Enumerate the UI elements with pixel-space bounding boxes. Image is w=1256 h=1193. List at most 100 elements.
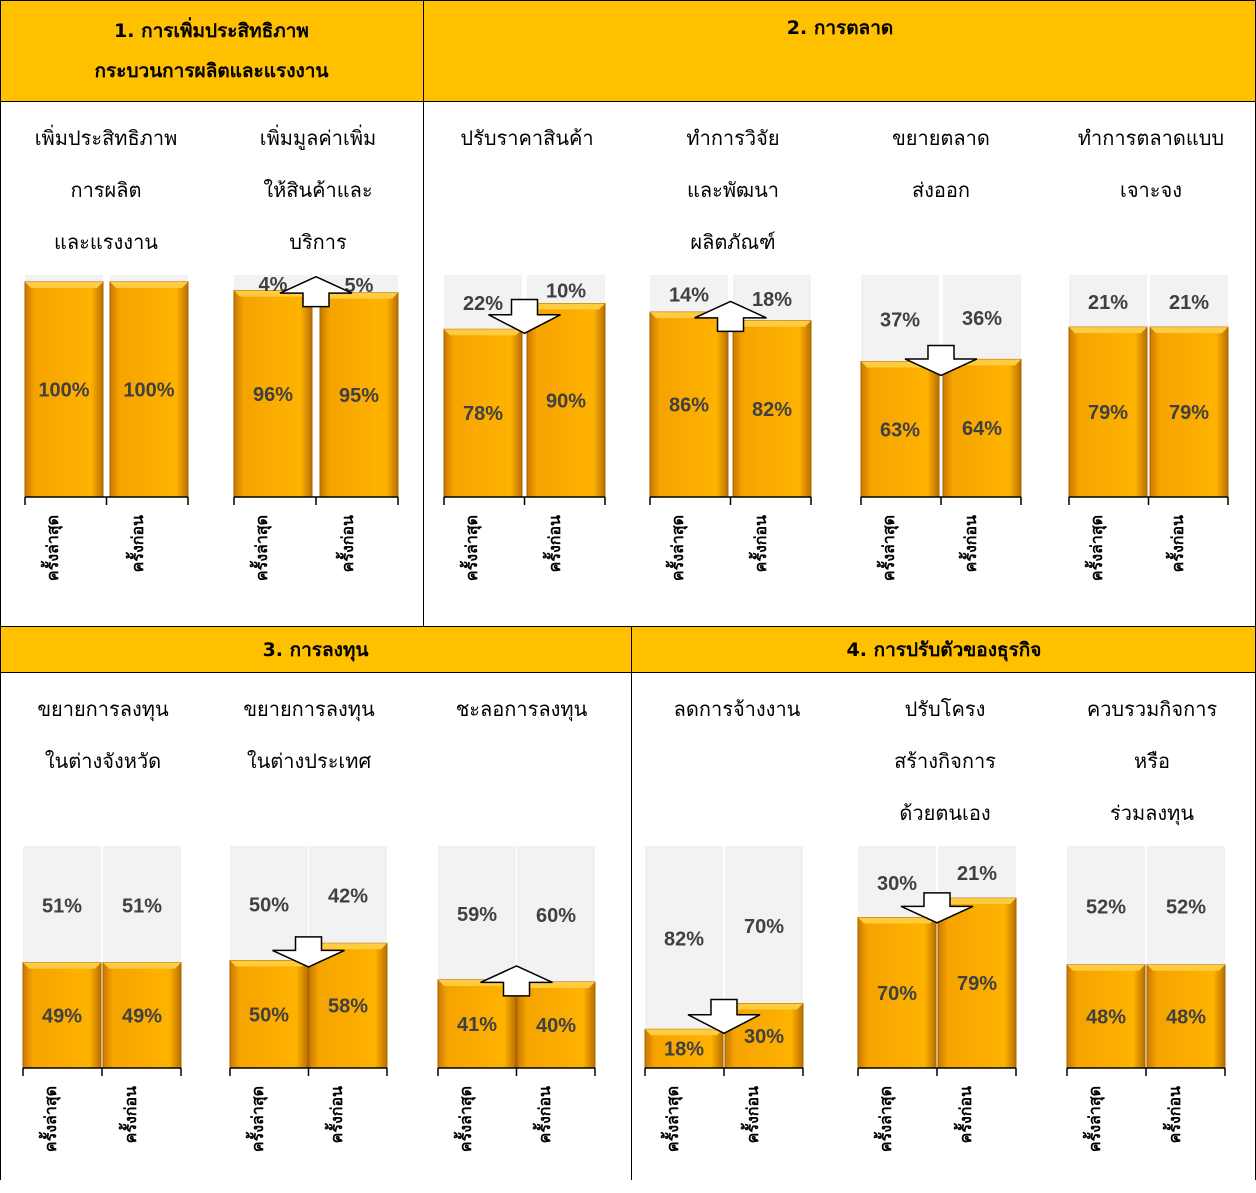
value-label: 30% [744, 1026, 784, 1048]
x-tick-label: ครั้งล่าสุด [459, 515, 482, 581]
section-title-4: 4. การปรับตัวของธุรกิจ [846, 638, 1042, 661]
chart-cell: ทำการตลาดแบบ เจาะจง 79% 21% ครั้งล่าสุด 79% 2… [1046, 102, 1256, 622]
bar [1066, 964, 1146, 1069]
x-tick-label: ครั้งก่อน [1165, 515, 1187, 572]
section-title-3: 3. การลงทุน [262, 638, 369, 661]
bar-highlight [1150, 327, 1228, 334]
bar [443, 328, 523, 498]
grid-line [631, 627, 632, 1180]
bar-highlight [1067, 964, 1145, 971]
value-label: 18% [664, 1039, 704, 1061]
grid-line [423, 0, 424, 627]
chart-cell: ลดการจ้างงาน 18% 82% ครั้งล่าสุด 30% 70% ครั้ง… [632, 673, 842, 1193]
remainder-label: 51% [42, 895, 82, 917]
value-label: 41% [457, 1014, 497, 1036]
value-label: 78% [463, 403, 503, 425]
bar-highlight [230, 960, 308, 967]
arrow-up-icon [694, 300, 767, 333]
remainder-label: 18% [752, 289, 792, 311]
chart-cell: ขยายตลาด ส่งออก 63% 37% ครั้งล่าสุด 64% 36% คร… [836, 102, 1046, 622]
grid-line [0, 626, 1256, 627]
x-tick-label: ครั้งก่อน [542, 515, 564, 572]
section-header-4: 4. การปรับตัวของธุรกิจ [632, 627, 1256, 672]
x-tick-label: ครั้งล่าสุด [245, 1086, 268, 1152]
grid-line [0, 672, 1256, 673]
bar [644, 1028, 724, 1069]
bar-chart: 18% 82% ครั้งล่าสุด 30% 70% ครั้งก่อน [644, 846, 804, 1152]
x-tick-label: ครั้งล่าสุด [876, 515, 899, 581]
remainder-label: 37% [880, 309, 920, 331]
value-label: 49% [122, 1005, 162, 1027]
remainder-label: 5% [345, 275, 374, 297]
remainder-label: 51% [122, 895, 162, 917]
bar-chart: 100% ครั้งล่าสุด 100% ครั้งก่อน [24, 275, 189, 581]
chart-title: ขยายการลงทุน ในต่างประเทศ [243, 697, 375, 773]
chart-title: ขยายตลาด ส่งออก [892, 126, 990, 202]
x-tick-label: ครั้งก่อน [125, 515, 147, 572]
chart-title: ปรับราคาสินค้า [460, 126, 594, 150]
chart-cell: ทำการวิจัย และพัฒนา ผลิตภัณฑ์ 86% 14% ครั้ง… [630, 102, 836, 622]
bar-highlight [645, 1029, 723, 1036]
value-label: 82% [752, 399, 792, 421]
arrow-down-icon [488, 298, 561, 335]
bar [857, 917, 937, 1069]
chart-title: ขยายการลงทุน ในต่างจังหวัด [37, 697, 169, 773]
x-tick-label: ครั้งล่าสุด [249, 515, 272, 581]
value-label: 90% [546, 390, 586, 412]
bar-highlight [938, 898, 1016, 905]
bar-highlight [1147, 964, 1225, 971]
bar-highlight [444, 329, 522, 336]
bar-chart: 63% 37% ครั้งล่าสุด 64% 36% ครั้งก่อน [860, 275, 1022, 581]
x-tick-label: ครั้งล่าสุด [38, 1086, 61, 1152]
x-tick-label: ครั้งล่าสุด [873, 1086, 896, 1152]
chart-title: ควบรวมกิจการ หรือ ร่วมลงทุน [1086, 697, 1218, 825]
x-tick-label: ครั้งก่อน [118, 1086, 140, 1143]
remainder-label: 42% [328, 886, 368, 908]
bar-highlight [309, 943, 387, 950]
bar-highlight [517, 982, 595, 988]
remainder-label: 82% [664, 929, 704, 951]
chart-cell: ปรับโครง สร้างกิจการ ด้วยตนเอง 70% 30% ครั้… [842, 673, 1048, 1193]
x-tick-label: ครั้งล่าสุด [665, 515, 688, 581]
chart-cell: เพิ่มประสิทธิภาพ การผลิต และแรงงาน 100% คร… [0, 102, 212, 622]
chart-title: ชะลอการลงทุน [455, 697, 588, 721]
remainder-label: 70% [744, 916, 784, 938]
x-tick-label: ครั้งก่อน [532, 1086, 554, 1143]
chart-title: ปรับโครง สร้างกิจการ ด้วยตนเอง [894, 697, 996, 825]
value-label: 79% [1088, 402, 1128, 424]
bar [649, 311, 729, 498]
x-tick-label: ครั้งล่าสุด [1082, 1086, 1105, 1152]
value-label: 96% [253, 384, 293, 406]
remainder-label: 21% [1169, 292, 1209, 314]
grid-line [0, 0, 1, 1180]
bar-highlight [527, 303, 605, 310]
chart-title: เพิ่มมูลค่าเพิ่ม ให้สินค้าและ บริการ [259, 126, 377, 254]
bar-highlight [103, 962, 181, 969]
grid-line [0, 0, 1256, 1]
bar [732, 320, 812, 498]
bar [526, 303, 606, 498]
value-label: 79% [1169, 402, 1209, 424]
x-tick-label: ครั้งก่อน [1162, 1086, 1184, 1143]
remainder-label: 14% [669, 285, 709, 307]
bar [937, 897, 1017, 1069]
bar-chart: 78% 22% ครั้งล่าสุด 90% 10% ครั้งก่อน [443, 275, 606, 581]
arrow-down-icon [687, 998, 761, 1035]
bar [1146, 964, 1226, 1069]
bar [308, 942, 388, 1069]
bar-chart: 41% 59% ครั้งล่าสุด 40% 60% ครั้งก่อน [437, 846, 596, 1152]
section-title-2: 2. การตลาด [786, 17, 894, 39]
remainder-label: 52% [1166, 896, 1206, 918]
value-label: 95% [339, 385, 379, 407]
bar [229, 960, 309, 1069]
chart-cell: ขยายการลงทุน ในต่างประเทศ 50% 50% ครั้งล่าส… [206, 673, 412, 1193]
remainder-label: 30% [877, 873, 917, 895]
x-tick-label: ครั้งก่อน [335, 515, 357, 572]
x-tick-label: ครั้งก่อน [324, 1086, 346, 1143]
bar [860, 361, 940, 498]
arrow-down-icon [272, 936, 345, 968]
remainder-label: 36% [962, 308, 1002, 330]
remainder-label: 60% [536, 905, 576, 927]
bar-highlight [858, 917, 936, 924]
chart-title: เพิ่มประสิทธิภาพ การผลิต และแรงงาน [34, 126, 178, 254]
